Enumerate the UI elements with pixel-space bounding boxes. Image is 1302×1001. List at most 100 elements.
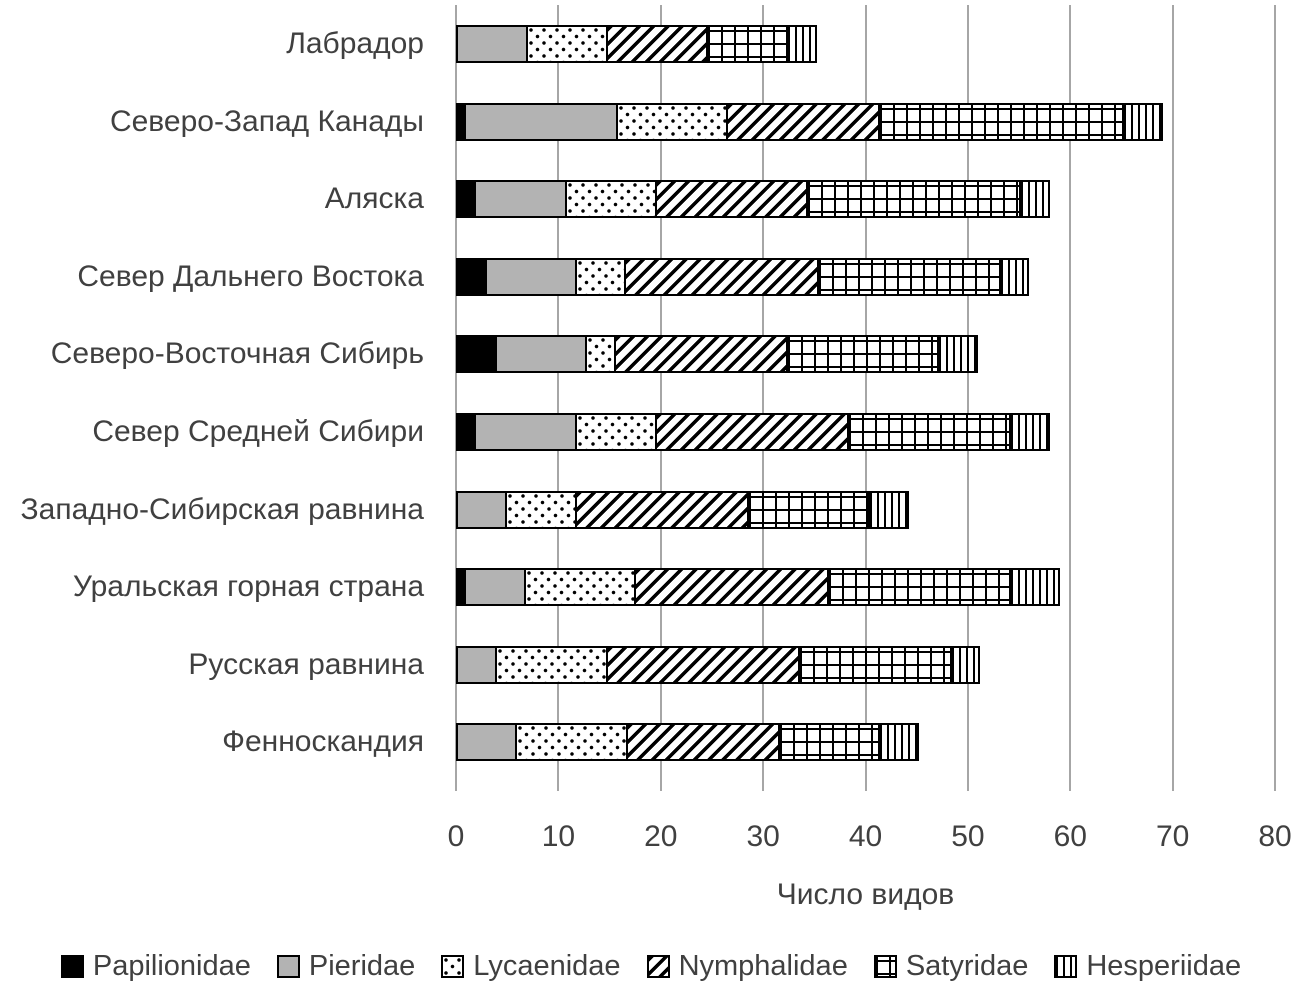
- segment-satyridae: [798, 645, 952, 684]
- segment-nymphalidae: [654, 413, 850, 451]
- legend-label-papilionidae: Papilionidae: [92, 950, 251, 982]
- category-label-9: Русская равнина: [188, 647, 424, 681]
- x-axis-tick-labels: 0 10 20 30 40 50 60 70 80: [448, 820, 1292, 858]
- segment-papilionidae: [456, 257, 487, 296]
- tick-label-20: 20: [644, 820, 678, 853]
- bar-row-3: [456, 180, 1050, 219]
- category-label-10: Фенноскандия: [222, 725, 424, 759]
- segment-satyridae: [806, 180, 1022, 219]
- gridline-30: [762, 5, 765, 791]
- segment-nymphalidae: [726, 102, 880, 141]
- segment-satyridae: [785, 335, 940, 374]
- category-label-3: Аляска: [324, 182, 424, 216]
- papilionidae-swatch-icon: [60, 955, 84, 978]
- category-label-6: Север Средней Сибири: [92, 415, 424, 448]
- bar-row-4: [456, 257, 1030, 296]
- segment-nymphalidae: [654, 180, 809, 219]
- category-label-1: Лабрадор: [286, 27, 424, 60]
- segment-lycaenidae: [615, 102, 729, 141]
- legend-label-lycaenidae: Lycaenidae: [473, 950, 621, 982]
- plot-area: [455, 5, 1276, 791]
- segment-hesperiidae: [1009, 413, 1050, 451]
- tick-label-30: 30: [746, 820, 780, 853]
- category-label-7: Западно-Сибирская равнина: [20, 492, 424, 526]
- satyridae-swatch-icon: [873, 955, 897, 978]
- pieridae-swatch-icon: [276, 955, 300, 978]
- lycaenidae-swatch-icon: [441, 955, 465, 978]
- segment-papilionidae: [456, 180, 477, 219]
- legend-item-satyridae: Satyridae: [873, 950, 1029, 983]
- segment-hesperiidae: [1009, 568, 1061, 607]
- category-label-5: Северо-Восточная Сибирь: [50, 337, 424, 371]
- segment-nymphalidae: [605, 645, 801, 684]
- bar-row-7: [456, 490, 909, 529]
- segment-pieridae: [474, 180, 567, 219]
- segment-lycaenidae: [515, 723, 629, 762]
- segment-satyridae: [777, 723, 880, 762]
- legend-item-papilionidae: Papilionidae: [60, 950, 251, 983]
- tick-label-70: 70: [1155, 820, 1190, 853]
- gridline-40: [864, 5, 867, 791]
- tick-label-0: 0: [447, 820, 465, 853]
- hesperiidae-swatch-icon: [1054, 955, 1078, 978]
- tick-label-50: 50: [951, 820, 985, 853]
- segment-papilionidae: [456, 335, 497, 374]
- segment-pieridae: [456, 645, 497, 684]
- segment-hesperiidae: [1121, 102, 1163, 141]
- gridline-10: [557, 5, 560, 791]
- segment-lycaenidae: [564, 180, 657, 219]
- legend-label-satyridae: Satyridae: [905, 950, 1029, 982]
- bar-row-5: [456, 335, 979, 374]
- tick-label-10: 10: [541, 820, 576, 853]
- segment-pieridae: [494, 335, 588, 374]
- segment-nymphalidae: [605, 25, 708, 63]
- segment-papilionidae: [456, 413, 477, 451]
- legend-label-nymphalidae: Nymphalidae: [678, 950, 848, 982]
- legend-item-nymphalidae: Nymphalidae: [646, 950, 848, 983]
- bar-row-6: [456, 413, 1050, 451]
- segment-nymphalidae: [634, 568, 829, 607]
- bar-row-9: [456, 645, 981, 684]
- segment-pieridae: [456, 490, 508, 529]
- segment-satyridae: [847, 413, 1012, 451]
- bar-row-1: [456, 25, 817, 63]
- segment-nymphalidae: [574, 490, 749, 529]
- segment-hesperiidae: [785, 25, 817, 63]
- segment-hesperiidae: [937, 335, 979, 374]
- category-label-4: Север Дальнего Востока: [77, 259, 424, 293]
- nymphalidae-swatch-icon: [646, 955, 670, 978]
- segment-lycaenidae: [585, 335, 616, 374]
- bar-row-2: [456, 102, 1163, 141]
- segment-satyridae: [746, 490, 870, 529]
- segment-satyridae: [877, 102, 1124, 141]
- segment-lycaenidae: [494, 645, 608, 684]
- bar-row-10: [456, 723, 919, 762]
- segment-lycaenidae: [505, 490, 577, 529]
- segment-hesperiidae: [877, 723, 919, 762]
- tick-label-80: 80: [1258, 820, 1292, 853]
- gridline-80: [1274, 5, 1276, 791]
- segment-lycaenidae: [523, 568, 637, 607]
- category-label-2: Северо-Запад Канады: [109, 104, 424, 138]
- segment-pieridae: [464, 568, 526, 607]
- legend-item-lycaenidae: Lycaenidae: [441, 950, 621, 983]
- tick-label-60: 60: [1053, 820, 1087, 853]
- gridline-70: [1171, 5, 1174, 791]
- segment-pieridae: [456, 723, 518, 762]
- legend-item-pieridae: Pieridae: [276, 950, 415, 983]
- bar-row-8: [456, 568, 1061, 607]
- legend: Papilionidae Pieridae Lycaenidae Nymphal…: [0, 950, 1302, 983]
- segment-pieridae: [464, 102, 618, 141]
- segment-satyridae: [816, 257, 1001, 296]
- segment-hesperiidae: [949, 645, 981, 684]
- segment-pieridae: [484, 257, 577, 296]
- segment-pieridae: [456, 25, 528, 63]
- segment-lycaenidae: [574, 257, 627, 296]
- segment-hesperiidae: [1019, 180, 1050, 219]
- segment-nymphalidae: [626, 723, 780, 762]
- segment-nymphalidae: [613, 335, 788, 374]
- gridline-20: [659, 5, 662, 791]
- gridline-50: [966, 5, 969, 791]
- segment-hesperiidae: [998, 257, 1030, 296]
